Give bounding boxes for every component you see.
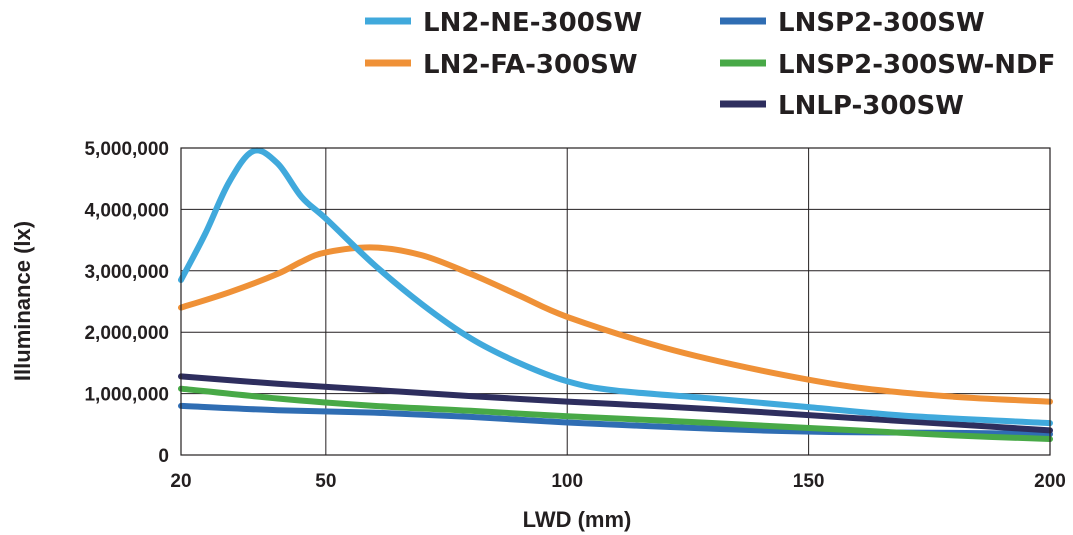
y-tick-label: 4,000,000 (84, 200, 169, 221)
legend-label: LN2-FA-300SW (423, 50, 638, 80)
y-axis-title: Illuminance (lx) (10, 221, 35, 381)
y-tick-label: 2,000,000 (84, 323, 169, 344)
x-tick-label: 20 (170, 471, 191, 492)
y-tick-label: 5,000,000 (84, 139, 169, 160)
legend-label: LNSP2-300SW-NDF (778, 50, 1055, 80)
series-line-lnlp-300sw (178, 373, 1053, 434)
y-tick-label: 3,000,000 (84, 262, 169, 283)
x-tick-label: 150 (793, 471, 825, 492)
legend-label: LN2-NE-300SW (423, 8, 642, 38)
x-tick-label: 50 (315, 471, 336, 492)
x-tick-label: 200 (1034, 471, 1066, 492)
legend-label: LNLP-300SW (778, 91, 964, 121)
y-axis-ticks: 0 1,000,000 2,000,000 3,000,000 4,000,000 5,0… (84, 139, 169, 467)
series-line-lnsp2-300sw-ndf (178, 385, 1053, 442)
series-line-ln2-ne-300sw (178, 147, 1053, 427)
x-tick-label: 100 (551, 471, 583, 492)
x-axis-ticks: 20 50 100 150 200 (170, 471, 1065, 492)
legend-label: LNSP2-300SW (778, 8, 985, 38)
x-axis-title: LWD (mm) (523, 507, 632, 532)
y-tick-label: 1,000,000 (84, 385, 169, 406)
series-line-ln2-fa-300sw (178, 244, 1053, 405)
y-tick-label: 0 (158, 446, 169, 467)
plot-frame (180, 147, 1051, 456)
series-lines (178, 147, 1053, 442)
legend: LN2-NE-300SW LN2-FA-300SW LNSP2-300SW LNSP2… (365, 8, 1055, 121)
